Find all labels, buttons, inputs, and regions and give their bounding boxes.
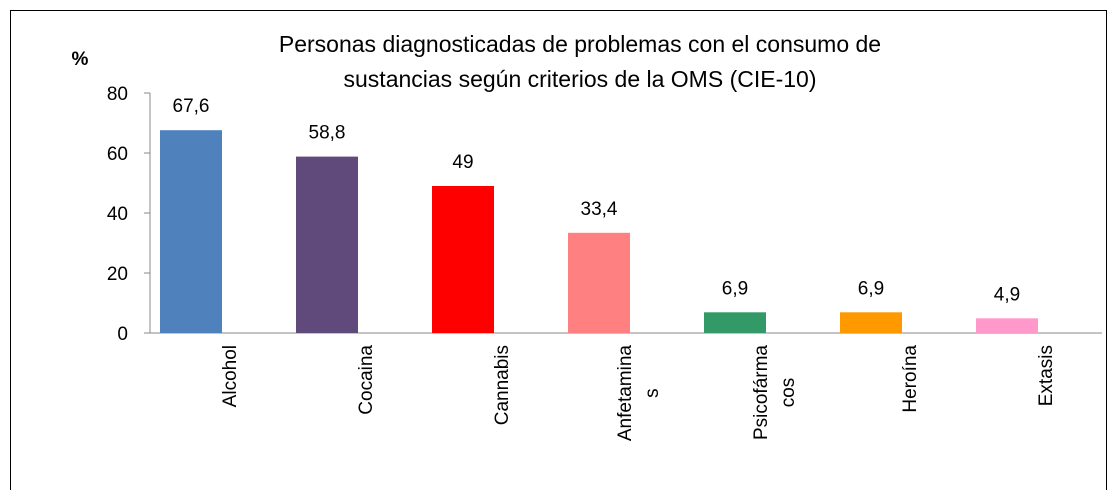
value-label: 58,8 [309,123,346,144]
bar [976,318,1038,333]
y-tick-label: 0 [117,324,128,345]
bar [160,130,222,333]
y-tick-label: 40 [107,204,128,225]
bar [840,312,902,333]
y-axis-label: % [72,49,89,70]
x-tick-label: Extasis [1036,345,1057,406]
y-tick-label: 60 [107,144,128,165]
bar [568,232,630,333]
chart-border [10,10,1107,490]
bar [296,156,358,333]
chart-title: sustancias según criterios de la OMS (CI… [344,66,817,92]
value-label: 33,4 [581,199,618,220]
value-label: 6,9 [722,278,748,299]
y-tick-label: 80 [107,84,128,105]
value-label: 49 [452,152,473,173]
x-tick-label: Psicofárma cos [751,345,799,440]
y-tick-label: 20 [107,264,128,285]
value-label: 4,9 [994,284,1020,305]
chart-title: Personas diagnosticadas de problemas con… [279,31,881,57]
x-tick-label: Cannabis [492,345,513,425]
x-tick-label: Cocaina [356,345,377,415]
value-label: 6,9 [858,278,884,299]
x-tick-label: Anfetamina s [615,345,663,442]
bar [704,312,766,333]
value-label: 67,6 [173,96,210,117]
x-tick-label: Alcohol [220,345,241,407]
bar [432,186,494,333]
x-tick-label: Heroína [900,345,921,413]
